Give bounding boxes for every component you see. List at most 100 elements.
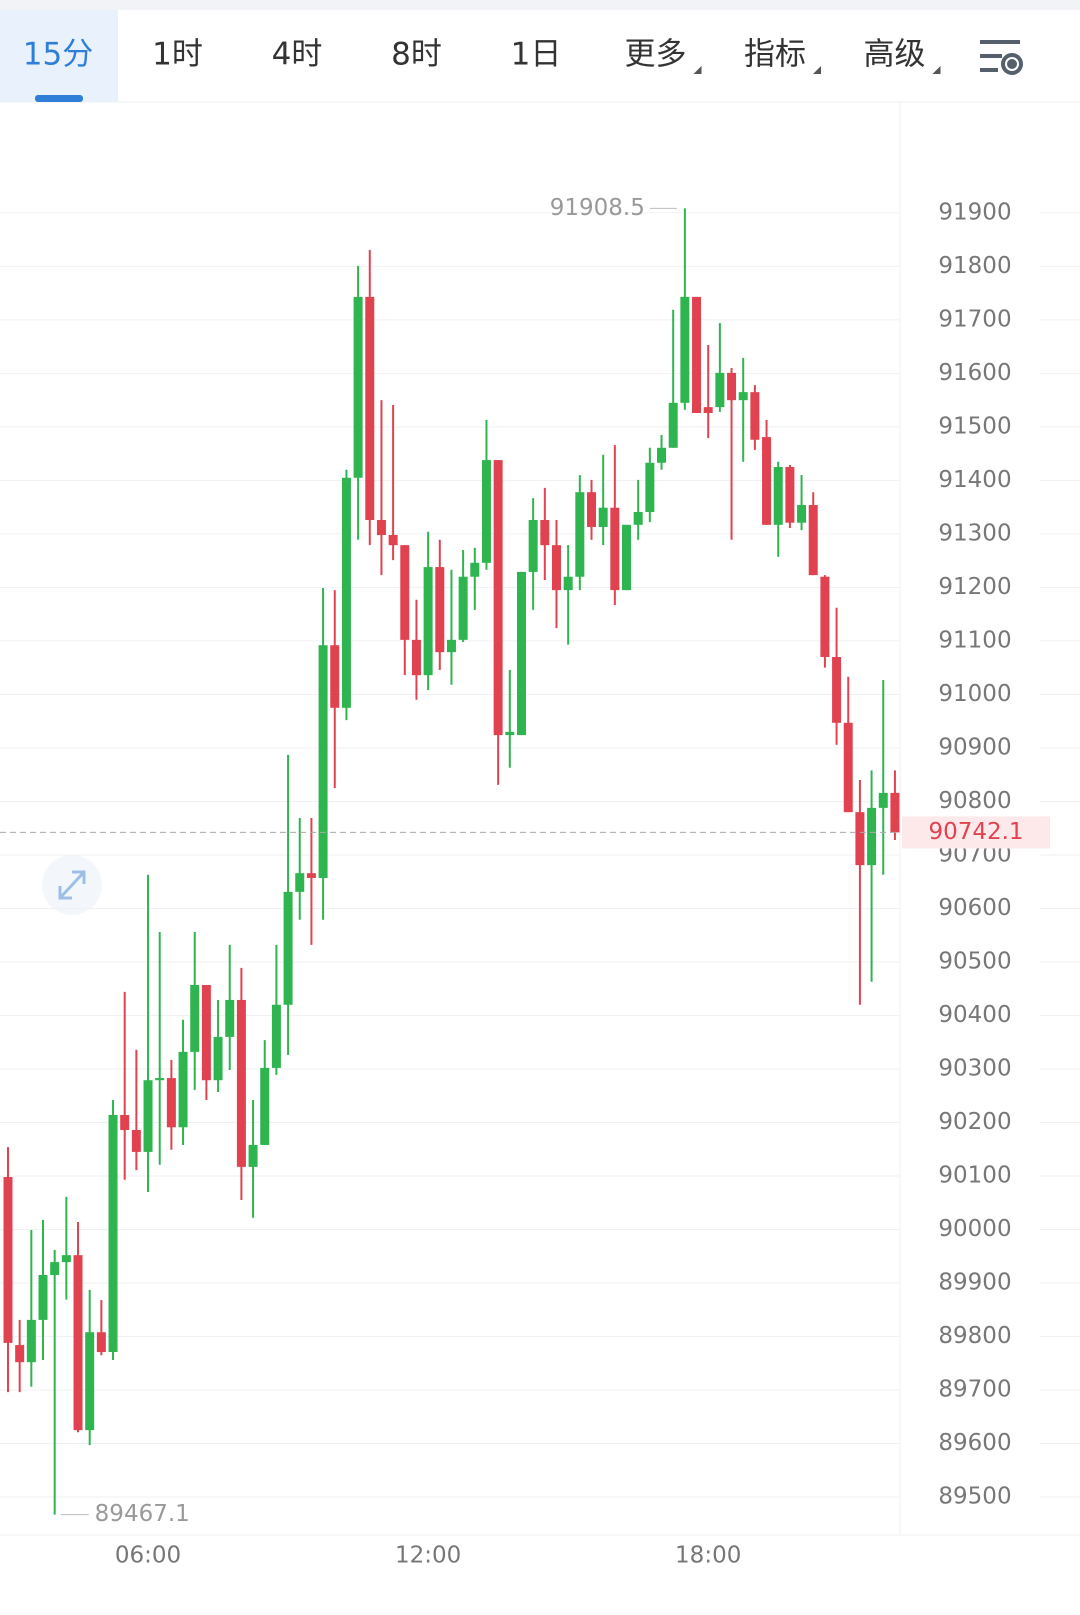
candle-body xyxy=(610,507,620,591)
tab-label[interactable]: 4时 xyxy=(272,37,323,73)
candle-body xyxy=(61,1255,71,1263)
y-tick-label: 91700 xyxy=(938,306,1011,332)
candle-body xyxy=(3,1177,13,1343)
dropdown-caret xyxy=(813,66,821,74)
candle-body xyxy=(306,873,316,878)
candle-body xyxy=(458,576,468,640)
y-tick-label: 91100 xyxy=(938,627,1011,653)
candle-body xyxy=(295,873,305,892)
candle-body xyxy=(26,1319,36,1363)
candle-body xyxy=(820,576,830,657)
candle-body xyxy=(890,792,900,833)
tab-label[interactable]: 1日 xyxy=(511,37,562,73)
candle-body xyxy=(563,576,573,591)
candle-body xyxy=(540,520,550,546)
tab-label[interactable]: 8时 xyxy=(391,37,442,73)
candle-body xyxy=(225,999,235,1037)
candle-body xyxy=(878,792,888,808)
candle-body xyxy=(271,1004,281,1068)
candle-body xyxy=(680,296,690,403)
candle-body xyxy=(73,1255,83,1431)
tab-label[interactable]: 15分 xyxy=(23,37,93,73)
candle-body xyxy=(435,567,445,653)
candle-body xyxy=(727,372,737,401)
dropdown-caret xyxy=(693,66,702,74)
candle-body xyxy=(738,392,748,401)
y-tick-label: 90600 xyxy=(938,895,1011,921)
tab-label[interactable]: 1时 xyxy=(152,37,203,73)
candle-body xyxy=(855,812,865,866)
candle-body xyxy=(108,1114,118,1353)
candle-body xyxy=(213,1036,223,1081)
y-tick-label: 91000 xyxy=(938,681,1011,707)
candle-body xyxy=(551,545,561,591)
candle-body xyxy=(446,639,456,653)
active-tab-bg xyxy=(0,10,118,102)
candle-body xyxy=(120,1114,130,1130)
candle-body xyxy=(236,999,246,1167)
last-price-bg xyxy=(902,816,1050,849)
candle-body xyxy=(341,477,351,708)
high-marker-label: 91908.5 xyxy=(550,195,645,221)
y-tick-label: 90500 xyxy=(938,948,1011,974)
candle-body xyxy=(470,562,480,577)
y-tick-label: 90900 xyxy=(938,734,1011,760)
candle-body xyxy=(178,1051,188,1128)
dropdown-caret xyxy=(932,66,941,74)
tab-label[interactable]: 高级 xyxy=(864,37,926,73)
y-tick-label: 91200 xyxy=(938,574,1011,600)
candle-body xyxy=(400,545,410,640)
y-tick-label: 91900 xyxy=(938,199,1011,225)
candle-body xyxy=(692,296,702,414)
expand-button[interactable] xyxy=(42,855,102,915)
candle-body xyxy=(411,639,421,676)
candle-body xyxy=(248,1144,258,1167)
candle-body xyxy=(96,1332,106,1353)
candle-body xyxy=(668,402,678,448)
icon-gear xyxy=(1001,53,1023,75)
y-tick-label: 89900 xyxy=(938,1269,1011,1295)
y-tick-label: 91300 xyxy=(938,520,1011,546)
candle-body xyxy=(260,1067,270,1145)
last-price-label: 90742.1 xyxy=(928,819,1023,845)
candle-body xyxy=(808,505,818,576)
tab-label[interactable]: 指标 xyxy=(744,37,806,73)
candle-body xyxy=(85,1332,95,1431)
y-tick-label: 90400 xyxy=(938,1002,1011,1028)
candle-body xyxy=(50,1262,60,1275)
candle-body xyxy=(645,462,655,512)
low-marker-label: 89467.1 xyxy=(95,1501,190,1527)
candle-body xyxy=(143,1080,153,1152)
x-tick-label: 06:00 xyxy=(115,1543,181,1569)
x-tick-label: 12:00 xyxy=(395,1543,461,1569)
grid xyxy=(0,212,1080,1498)
candle-body xyxy=(493,460,503,736)
candle-body xyxy=(785,467,795,523)
candle-body xyxy=(773,467,783,525)
candle-body xyxy=(867,807,877,866)
candle-body xyxy=(38,1274,48,1320)
candle-body xyxy=(633,511,643,525)
candle-body xyxy=(330,645,340,708)
settings-icon[interactable] xyxy=(980,40,1023,75)
candle-body xyxy=(155,1078,165,1081)
y-tick-label: 90800 xyxy=(938,788,1011,814)
candle-body xyxy=(622,524,632,591)
candle-body xyxy=(376,520,386,535)
y-tick-label: 91400 xyxy=(938,467,1011,493)
candle-body xyxy=(587,492,596,527)
candle-body xyxy=(15,1345,25,1363)
candle-body xyxy=(703,407,713,414)
candle-body xyxy=(797,505,807,523)
candle-body xyxy=(750,392,760,440)
icon-gear-center xyxy=(1007,59,1017,69)
y-tick-label: 89500 xyxy=(938,1484,1011,1510)
y-tick-label: 89700 xyxy=(938,1377,1011,1403)
candle-body xyxy=(353,296,363,478)
tab-label[interactable]: 更多 xyxy=(625,37,687,73)
y-tick-label: 91500 xyxy=(938,413,1011,439)
x-tick-label: 18:00 xyxy=(675,1543,741,1569)
candle-body xyxy=(423,567,433,676)
